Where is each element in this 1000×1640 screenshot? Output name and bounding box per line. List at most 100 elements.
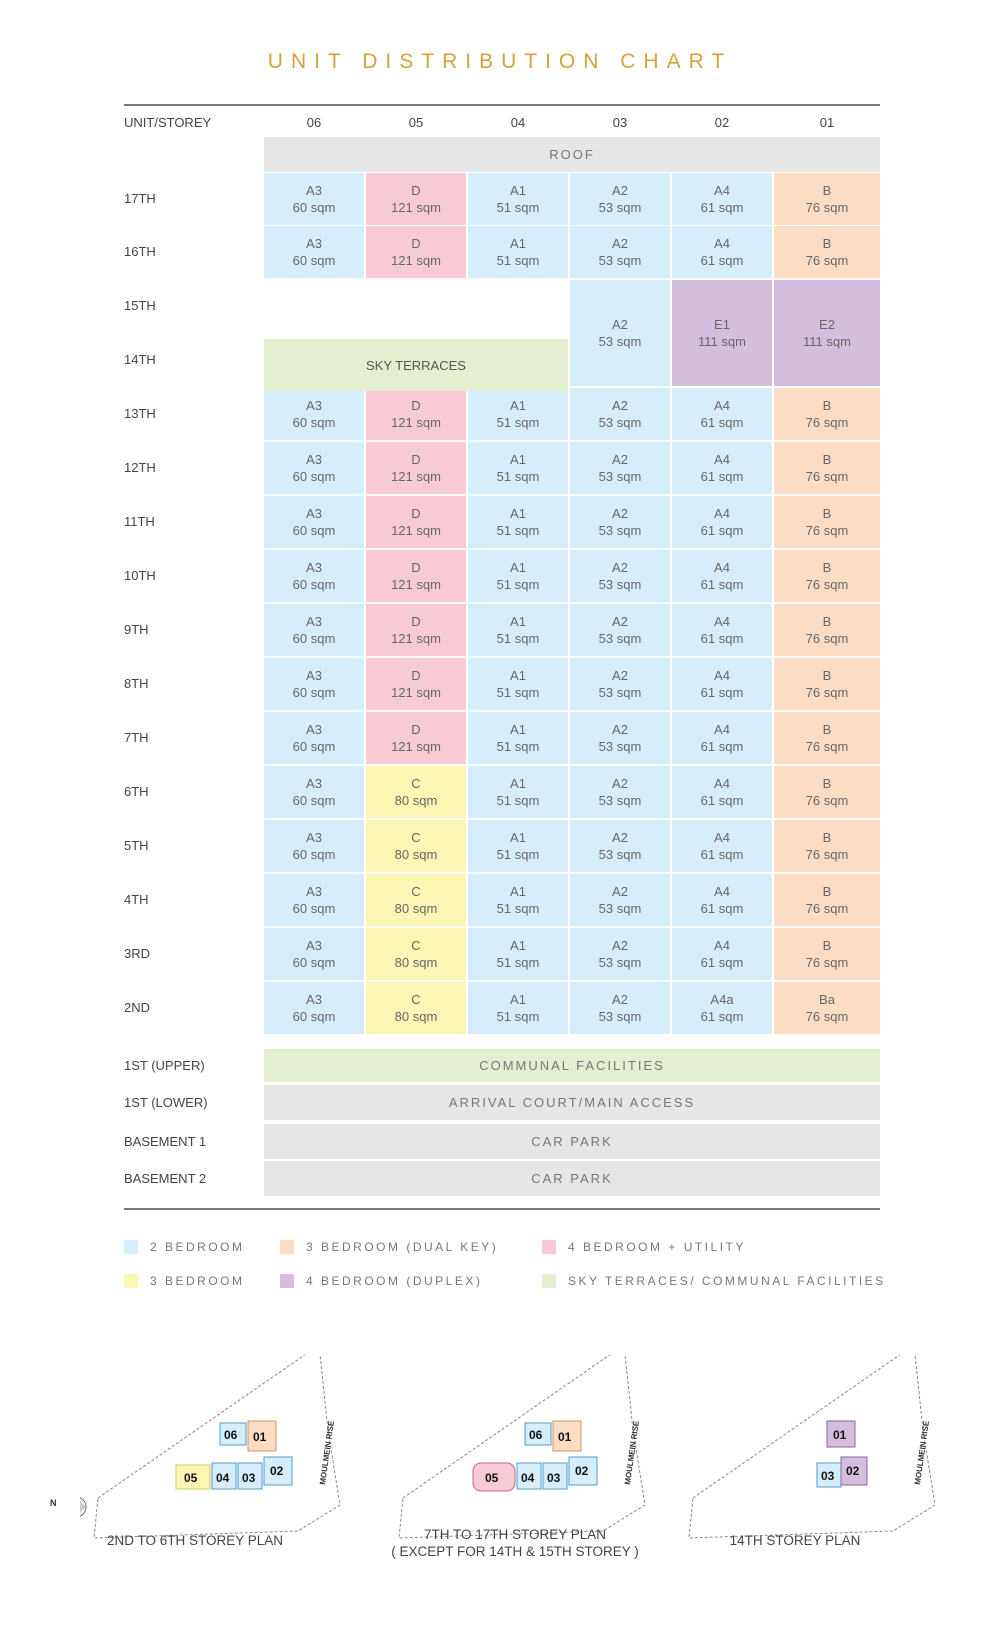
unit-type: B	[822, 938, 832, 953]
legend-2-bedroom: 2 BEDROOM	[124, 1240, 245, 1254]
unit-04	[516, 1462, 542, 1490]
unit-area: 51 sqm	[496, 1009, 540, 1024]
unit-06	[219, 1422, 247, 1446]
unit-cell-a2: A2 53 sqm	[570, 442, 670, 494]
unit-cell-a1: A1 51 sqm	[468, 766, 568, 818]
unit-area: 61 sqm	[700, 200, 744, 215]
unit-type: A4	[714, 236, 730, 251]
unit-type: C	[411, 776, 421, 791]
header-unit-storey: UNIT/STOREY	[124, 115, 212, 130]
unit-area: 53 sqm	[598, 685, 642, 700]
unit-cell-a3: A3 60 sqm	[264, 982, 364, 1034]
floor-label: 8TH	[124, 676, 149, 691]
floor-label: 6TH	[124, 784, 149, 799]
unit-area: 60 sqm	[292, 415, 336, 430]
unit-type: C	[411, 884, 421, 899]
unit-area: 51 sqm	[496, 469, 540, 484]
unit-cell-b: B 76 sqm	[774, 442, 880, 494]
legend-label: SKY TERRACES/ COMMUNAL FACILITIES	[568, 1274, 886, 1288]
unit-area: 76 sqm	[805, 901, 849, 916]
unit-type: A3	[306, 992, 322, 1007]
unit-cell-c: C 80 sqm	[366, 820, 466, 872]
unit-area: 61 sqm	[700, 793, 744, 808]
road-label: MOULMEIN RISE	[623, 1420, 641, 1486]
legend-label: 4 BEDROOM + UTILITY	[568, 1240, 746, 1254]
unit-type: A4	[714, 938, 730, 953]
unit-type: A1	[510, 884, 526, 899]
unit-cell-b: B 76 sqm	[774, 550, 880, 602]
unit-cell-a2: A2 53 sqm	[570, 550, 670, 602]
legend-swatch	[124, 1240, 138, 1254]
unit-area: 76 sqm	[805, 469, 849, 484]
unit-06	[524, 1422, 552, 1446]
unit-type: A1	[510, 236, 526, 251]
unit-type: A3	[306, 236, 322, 251]
unit-area: 60 sqm	[292, 253, 336, 268]
unit-area: 51 sqm	[496, 955, 540, 970]
unit-area: 53 sqm	[598, 1009, 642, 1024]
unit-type: D	[411, 668, 421, 683]
floor-label: 11TH	[124, 514, 155, 529]
unit-type: A2	[612, 884, 628, 899]
legend-label: 2 BEDROOM	[150, 1240, 245, 1254]
unit-area: 61 sqm	[700, 577, 744, 592]
legend-3-bedroom-dual-key: 3 BEDROOM (DUAL KEY)	[280, 1240, 498, 1254]
legend-swatch	[280, 1274, 294, 1288]
unit-cell-d: D 121 sqm	[366, 712, 466, 764]
unit-area: 53 sqm	[598, 200, 642, 215]
unit-area: 61 sqm	[700, 739, 744, 754]
unit-type: A1	[510, 992, 526, 1007]
unit-type: C	[411, 938, 421, 953]
unit-cell-d: D 121 sqm	[366, 550, 466, 602]
unit-type: A2	[612, 317, 628, 332]
unit-type: A1	[510, 183, 526, 198]
road-label: MOULMEIN RISE	[318, 1420, 336, 1486]
unit-cell-a3: A3 60 sqm	[264, 820, 364, 872]
unit-area: 121 sqm	[391, 415, 441, 430]
unit-cell-d: D 121 sqm	[366, 173, 466, 225]
unit-cell-a1: A1 51 sqm	[468, 820, 568, 872]
unit-cell-c: C 80 sqm	[366, 874, 466, 926]
unit-cell-b: B 76 sqm	[774, 604, 880, 656]
unit-type: A1	[510, 506, 526, 521]
unit-cell-a2: A2 53 sqm	[570, 982, 670, 1034]
legend-4-bedroom-duplex: 4 BEDROOM (DUPLEX)	[280, 1274, 482, 1288]
unit-area: 61 sqm	[700, 847, 744, 862]
floor-label: 9TH	[124, 622, 149, 637]
unit-type: D	[411, 614, 421, 629]
unit-label: 06	[529, 1428, 543, 1442]
unit-area: 53 sqm	[598, 793, 642, 808]
unit-cell-a4: A4 61 sqm	[672, 496, 772, 548]
unit-cell-a3: A3 60 sqm	[264, 550, 364, 602]
unit-area: 121 sqm	[391, 253, 441, 268]
unit-type: A2	[612, 830, 628, 845]
unit-cell-e1: E1 111 sqm	[672, 280, 772, 386]
road-label: MOULMEIN RISE	[913, 1420, 931, 1486]
unit-area: 51 sqm	[496, 523, 540, 538]
plan3-label: 14TH STOREY PLAN	[729, 1533, 861, 1548]
unit-type: A1	[510, 776, 526, 791]
car-park-basement-2-band: CAR PARK	[264, 1161, 880, 1196]
unit-area: 51 sqm	[496, 200, 540, 215]
header-col-02: 02	[714, 115, 730, 130]
unit-cell-a4: A4 61 sqm	[672, 712, 772, 764]
unit-cell-d: D 121 sqm	[366, 658, 466, 710]
plan-7th-to-17th-storey: MOULMEIN RISE 06 01 05 04 03 02	[398, 1355, 645, 1539]
unit-cell-d: D 121 sqm	[366, 226, 466, 278]
unit-02	[840, 1456, 868, 1486]
unit-01	[552, 1420, 582, 1452]
unit-area: 53 sqm	[598, 847, 642, 862]
unit-area: 61 sqm	[700, 901, 744, 916]
unit-cell-b: B 76 sqm	[774, 173, 880, 225]
unit-type: A3	[306, 614, 322, 629]
floor-label: 7TH	[124, 730, 149, 745]
unit-area: 60 sqm	[292, 901, 336, 916]
unit-label: 01	[833, 1428, 847, 1442]
legend-label: 4 BEDROOM (DUPLEX)	[306, 1274, 483, 1288]
unit-cell-d: D 121 sqm	[366, 496, 466, 548]
unit-type: A2	[612, 506, 628, 521]
legend-sky-communal: SKY TERRACES/ COMMUNAL FACILITIES	[542, 1274, 886, 1288]
site-outline	[688, 1355, 935, 1539]
unit-type: B	[822, 236, 832, 251]
unit-type: A3	[306, 668, 322, 683]
